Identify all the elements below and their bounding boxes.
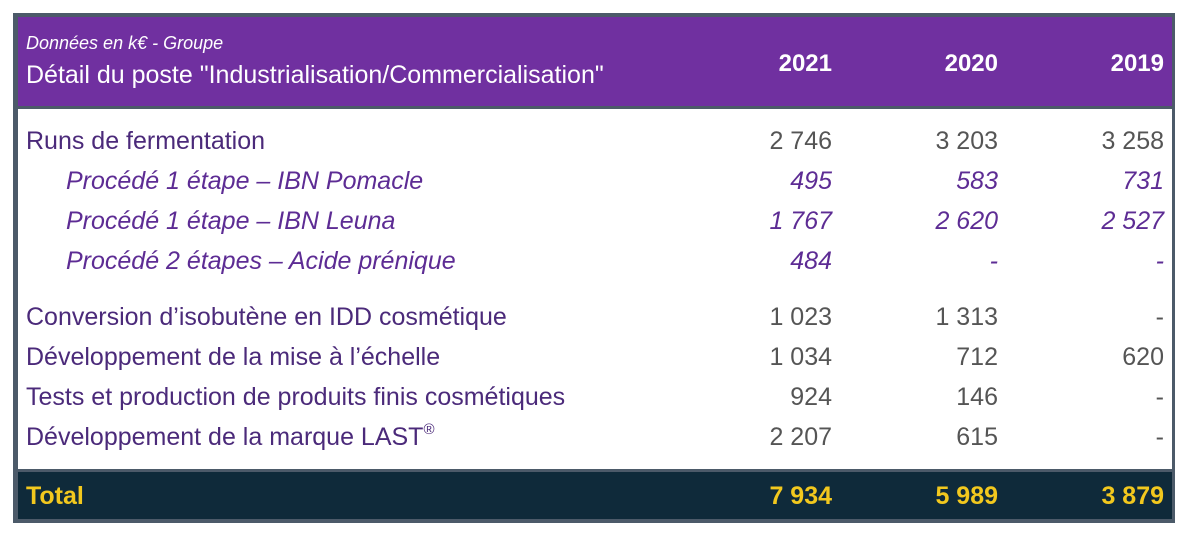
- cell-2019: 731: [1122, 167, 1164, 195]
- cell-2021: 2 746: [769, 127, 832, 155]
- row-label: Runs de fermentation: [26, 127, 266, 155]
- table-row: Procédé 2 étapes – Acide prénique 484 - …: [18, 245, 1172, 281]
- cell-2020: 712: [956, 343, 998, 371]
- table-row: Conversion d’isobutène en IDD cosmétique…: [18, 301, 1172, 337]
- row-label: Conversion d’isobutène en IDD cosmétique: [26, 303, 507, 331]
- table-body: Runs de fermentation 2 746 3 203 3 258 P…: [18, 109, 1172, 469]
- cell-2020: 615: [956, 423, 998, 451]
- total-label: Total: [26, 482, 84, 510]
- table-header: Données en k€ - Groupe Détail du poste "…: [18, 17, 1172, 106]
- cell-2021: 484: [790, 247, 832, 275]
- cell-2020: 583: [956, 167, 998, 195]
- cell-2021: 1 023: [769, 303, 832, 331]
- cell-2020: 3 203: [935, 127, 998, 155]
- column-header-2019: 2019: [1110, 50, 1164, 77]
- row-label: Procédé 1 étape – IBN Pomacle: [66, 167, 424, 195]
- cell-2019: -: [1155, 303, 1164, 331]
- cell-2019: -: [1155, 423, 1164, 451]
- total-row: Total 7 934 5 989 3 879: [18, 472, 1172, 519]
- row-label: Développement de la mise à l’échelle: [26, 343, 441, 371]
- table-title: Détail du poste "Industrialisation/Comme…: [26, 61, 604, 89]
- cell-2020: 2 620: [935, 207, 998, 235]
- cell-2021: 1 767: [769, 207, 832, 235]
- table-row: Procédé 1 étape – IBN Leuna 1 767 2 620 …: [18, 205, 1172, 241]
- row-label: Développement de la marque LAST®: [26, 421, 435, 452]
- cell-2021: 495: [790, 167, 832, 195]
- total-2020: 5 989: [935, 482, 998, 510]
- table-row: Runs de fermentation 2 746 3 203 3 258: [18, 125, 1172, 161]
- row-label: Procédé 2 étapes – Acide prénique: [66, 247, 456, 275]
- cell-2020: 146: [956, 383, 998, 411]
- cell-2019: -: [1155, 383, 1164, 411]
- row-label: Procédé 1 étape – IBN Leuna: [66, 207, 396, 235]
- column-header-2021: 2021: [778, 50, 832, 77]
- cell-2021: 1 034: [769, 343, 832, 371]
- cell-2021: 2 207: [769, 423, 832, 451]
- table-row: Développement de la mise à l’échelle 1 0…: [18, 341, 1172, 377]
- registered-mark: ®: [423, 421, 435, 438]
- row-label: Tests et production de produits finis co…: [26, 383, 566, 411]
- table-row: Développement de la marque LAST® 2 207 6…: [18, 421, 1172, 457]
- cell-2020: 1 313: [935, 303, 998, 331]
- column-header-2020: 2020: [944, 50, 998, 77]
- row-label-text: Développement de la marque LAST: [26, 423, 424, 451]
- cell-2019: 2 527: [1101, 207, 1164, 235]
- cell-2019: 620: [1122, 343, 1164, 371]
- table-row: Procédé 1 étape – IBN Pomacle 495 583 73…: [18, 165, 1172, 201]
- total-2019: 3 879: [1101, 482, 1164, 510]
- total-2021: 7 934: [769, 482, 832, 510]
- cell-2019: -: [1155, 247, 1164, 275]
- cell-2019: 3 258: [1101, 127, 1164, 155]
- table-subtitle: Données en k€ - Groupe: [26, 33, 224, 53]
- table-row: Tests et production de produits finis co…: [18, 381, 1172, 417]
- cell-2020: -: [989, 247, 998, 275]
- cell-2021: 924: [790, 383, 832, 411]
